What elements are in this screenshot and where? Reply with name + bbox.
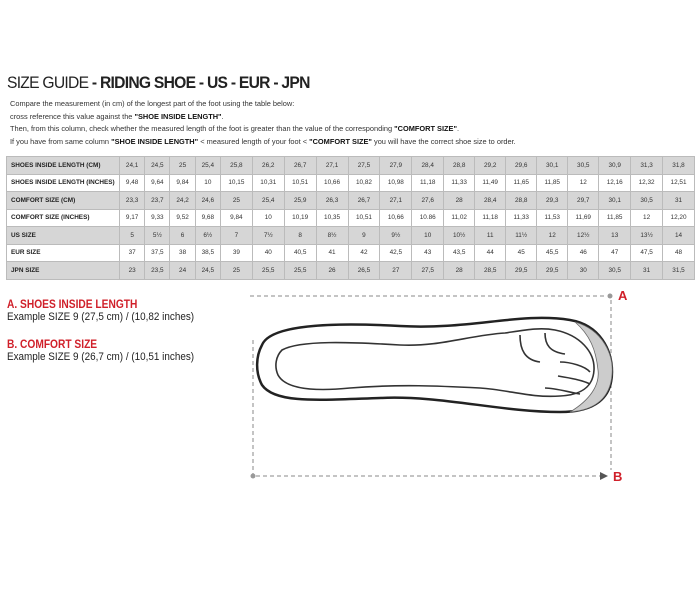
size-table: SHOES INSIDE LENGTH (CM) 24,1 24,5 25 25,4 25… (6, 156, 695, 280)
page-title: SIZE GUIDE - RIDING SHOE - US - EUR - JP… (7, 73, 310, 92)
table-cell: 24,5 (194, 261, 221, 280)
table-cell: 30,1 (536, 156, 569, 175)
table-row: COMFORT SIZE (CM) 23,3 23,7 24,2 24,6 25 25,4 2… (6, 191, 695, 210)
table-cell: 28,8 (505, 191, 538, 210)
section-a-example: Example SIZE 9 (27,5 cm) / (10,82 inches… (7, 311, 195, 323)
marker-a: A (618, 288, 628, 303)
table-cell: 25,5 (283, 261, 317, 280)
table-cell: 25,4 (194, 156, 221, 175)
table-cell: 24 (169, 261, 196, 280)
table-cell: 7 (219, 226, 253, 245)
table-cell: 5 (118, 226, 146, 245)
table-cell: 28 (443, 261, 476, 280)
table-cell: 30,1 (598, 191, 632, 210)
table-cell: 23,3 (118, 191, 146, 210)
table-cell: 10 (411, 226, 445, 245)
table-cell: 26,2 (251, 156, 285, 175)
table-cell: 26,5 (347, 261, 381, 280)
table-cell: 27,6 (411, 191, 445, 210)
table-cell: 26 (315, 261, 349, 280)
table-row: EUR SIZE 37 37,5 38 38,5 39 40 40,5 41 42 42,5 43 43… (6, 243, 695, 262)
toe-hatch-area (569, 321, 613, 413)
table-cell: 30,5 (567, 156, 600, 175)
table-cell: 25,8 (219, 156, 253, 175)
table-cell: 29,5 (536, 261, 569, 280)
table-cell: 29,5 (505, 261, 538, 280)
section-a-title: A. SHOES INSIDE LENGTH (7, 297, 138, 311)
table-cell: 11½ (505, 226, 538, 245)
table-row: JPN SIZE 23 23,5 24 24,5 25 25,5 25,5 26 26,5 27 27… (6, 261, 695, 280)
row-header: COMFORT SIZE (CM) (6, 191, 120, 210)
table-cell: 28 (443, 191, 476, 210)
section-b-example: Example SIZE 9 (26,7 cm) / (10,51 inches… (7, 351, 195, 363)
table-cell: 31 (662, 191, 695, 210)
table-cell: 23,5 (144, 261, 171, 280)
section-b-title: B. COMFORT SIZE (7, 337, 98, 351)
row-header: JPN SIZE (6, 261, 120, 280)
table-cell: 25,9 (283, 191, 317, 210)
table-cell: 23 (118, 261, 146, 280)
table-row: SHOES INSIDE LENGTH (INCHES) 9,48 9,64 9,84… (6, 173, 695, 192)
table-row: SHOES INSIDE LENGTH (CM) 24,1 24,5 25 25,4 25… (6, 156, 695, 175)
table-row: US SIZE 5 5½ 6 6½ 7 7½ 8 8½ 9 9½ 10 10½ 11 11½ 12 12½ 13 1… (6, 226, 695, 245)
table-cell: 9,68 (194, 208, 221, 227)
table-cell: 25 (219, 261, 253, 280)
table-cell: 28,5 (474, 261, 507, 280)
table-cell: 27,5 (347, 156, 381, 175)
table-cell: 31,5 (662, 261, 695, 280)
table-cell: 27,5 (411, 261, 445, 280)
table-cell: 24,5 (144, 156, 171, 175)
table-cell: 6 (169, 226, 196, 245)
table-cell: 6½ (194, 226, 221, 245)
table-cell: 26,7 (347, 191, 381, 210)
table-cell: 11 (474, 226, 507, 245)
table-cell: 28,8 (443, 156, 476, 175)
table-cell: 27 (379, 261, 413, 280)
table-row: COMFORT SIZE (INCHES) 9,17 9,33 9,52 9,68 9,8… (6, 208, 695, 227)
table-cell: 31,8 (662, 156, 695, 175)
table-cell: 31,3 (630, 156, 664, 175)
foot-outline (275, 327, 595, 398)
instructions: Compare the measurement (in cm) of the l… (10, 99, 516, 146)
shoe-outline (255, 316, 614, 414)
table-cell: 13½ (630, 226, 664, 245)
table-cell: 13 (598, 226, 632, 245)
table-cell: 30,5 (598, 261, 632, 280)
table-cell: 31 (630, 261, 664, 280)
table-cell: 14 (662, 226, 695, 245)
table-cell: 24,1 (118, 156, 146, 175)
table-cell: 30 (567, 261, 600, 280)
dimension-a-line (250, 295, 612, 470)
table-cell: 29,7 (567, 191, 600, 210)
table-cell: 29,6 (505, 156, 538, 175)
table-cell: 28,4 (474, 191, 507, 210)
table-cell: 8 (283, 226, 317, 245)
table-cell: 7½ (251, 226, 285, 245)
table-cell: 30,5 (630, 191, 664, 210)
table-cell: 9 (347, 226, 381, 245)
marker-b: B (613, 469, 622, 484)
table-cell: 26,3 (315, 191, 349, 210)
dimension-b-line (252, 340, 600, 477)
table-cell: 24,6 (194, 191, 221, 210)
table-cell: 25,4 (251, 191, 285, 210)
table-cell: 27,1 (379, 191, 413, 210)
